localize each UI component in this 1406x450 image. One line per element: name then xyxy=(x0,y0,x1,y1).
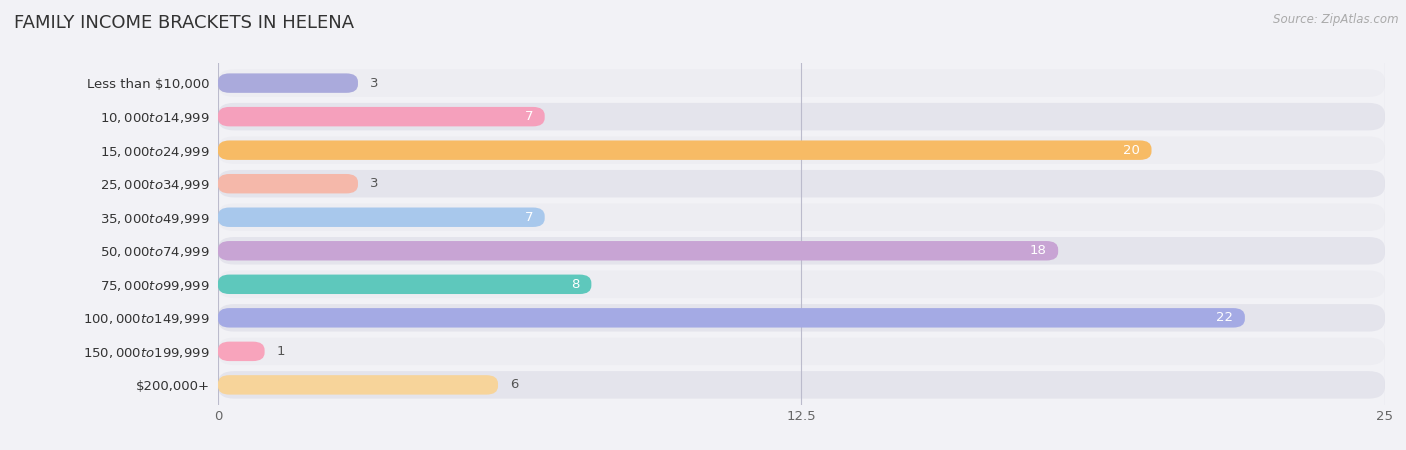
FancyBboxPatch shape xyxy=(218,375,498,395)
Text: 20: 20 xyxy=(1123,144,1140,157)
Text: 22: 22 xyxy=(1216,311,1233,324)
FancyBboxPatch shape xyxy=(218,342,264,361)
Text: FAMILY INCOME BRACKETS IN HELENA: FAMILY INCOME BRACKETS IN HELENA xyxy=(14,14,354,32)
FancyBboxPatch shape xyxy=(218,174,359,194)
Text: 7: 7 xyxy=(524,211,533,224)
Text: 6: 6 xyxy=(510,378,517,392)
FancyBboxPatch shape xyxy=(218,308,1244,328)
FancyBboxPatch shape xyxy=(218,103,1385,130)
FancyBboxPatch shape xyxy=(218,207,544,227)
FancyBboxPatch shape xyxy=(218,170,1385,198)
FancyBboxPatch shape xyxy=(218,69,1385,97)
Text: 18: 18 xyxy=(1029,244,1046,257)
FancyBboxPatch shape xyxy=(218,304,1385,332)
Text: 8: 8 xyxy=(571,278,579,291)
FancyBboxPatch shape xyxy=(218,73,359,93)
Text: 3: 3 xyxy=(370,177,378,190)
Text: 1: 1 xyxy=(276,345,285,358)
Text: 7: 7 xyxy=(524,110,533,123)
FancyBboxPatch shape xyxy=(218,274,592,294)
FancyBboxPatch shape xyxy=(218,237,1385,265)
FancyBboxPatch shape xyxy=(218,241,1059,261)
FancyBboxPatch shape xyxy=(218,270,1385,298)
FancyBboxPatch shape xyxy=(218,371,1385,399)
FancyBboxPatch shape xyxy=(218,140,1152,160)
FancyBboxPatch shape xyxy=(218,203,1385,231)
FancyBboxPatch shape xyxy=(218,136,1385,164)
FancyBboxPatch shape xyxy=(218,107,544,126)
FancyBboxPatch shape xyxy=(218,338,1385,365)
Text: 3: 3 xyxy=(370,76,378,90)
Text: Source: ZipAtlas.com: Source: ZipAtlas.com xyxy=(1274,14,1399,27)
